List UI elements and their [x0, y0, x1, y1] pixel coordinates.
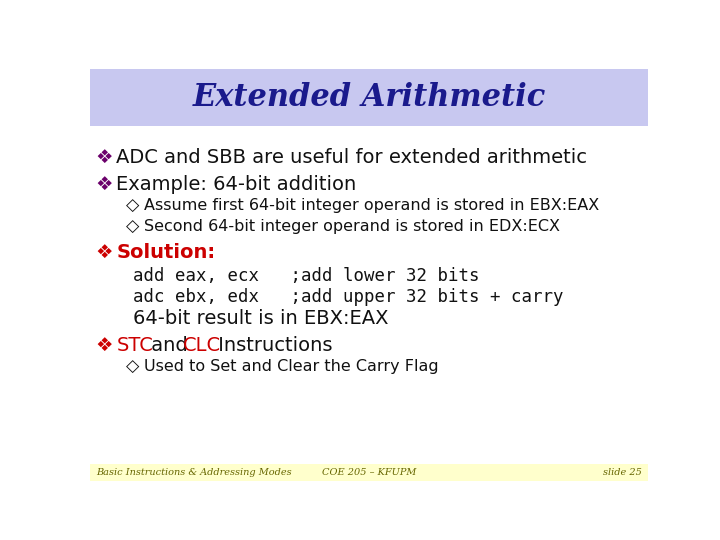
Text: ❖: ❖: [95, 336, 113, 355]
Text: ❖: ❖: [95, 174, 113, 194]
FancyBboxPatch shape: [90, 69, 648, 126]
Text: CLC: CLC: [183, 336, 221, 355]
Text: ◇: ◇: [126, 357, 139, 376]
Text: and: and: [145, 336, 194, 355]
Text: slide 25: slide 25: [603, 468, 642, 477]
Text: Extended Arithmetic: Extended Arithmetic: [192, 82, 546, 113]
Text: Basic Instructions & Addressing Modes: Basic Instructions & Addressing Modes: [96, 468, 292, 477]
Text: ◇: ◇: [126, 197, 139, 215]
Text: Assume first 64-bit integer operand is stored in EBX:EAX: Assume first 64-bit integer operand is s…: [144, 198, 600, 213]
Text: Instructions: Instructions: [212, 336, 333, 355]
Text: ❖: ❖: [95, 148, 113, 167]
Text: ❖: ❖: [95, 243, 113, 262]
Text: Used to Set and Clear the Carry Flag: Used to Set and Clear the Carry Flag: [144, 359, 439, 374]
Text: ADC and SBB are useful for extended arithmetic: ADC and SBB are useful for extended arit…: [117, 148, 588, 167]
Text: adc ebx, edx   ;add upper 32 bits + carry: adc ebx, edx ;add upper 32 bits + carry: [132, 288, 563, 306]
Text: COE 205 – KFUPM: COE 205 – KFUPM: [322, 468, 416, 477]
FancyBboxPatch shape: [90, 464, 648, 481]
Text: Solution:: Solution:: [117, 243, 215, 262]
Text: Second 64-bit integer operand is stored in EDX:ECX: Second 64-bit integer operand is stored …: [144, 219, 560, 234]
Text: add eax, ecx   ;add lower 32 bits: add eax, ecx ;add lower 32 bits: [132, 267, 479, 285]
Text: STC: STC: [117, 336, 153, 355]
Text: ◇: ◇: [126, 218, 139, 235]
Text: Example: 64-bit addition: Example: 64-bit addition: [117, 174, 356, 194]
Text: 64-bit result is in EBX:EAX: 64-bit result is in EBX:EAX: [132, 309, 388, 328]
